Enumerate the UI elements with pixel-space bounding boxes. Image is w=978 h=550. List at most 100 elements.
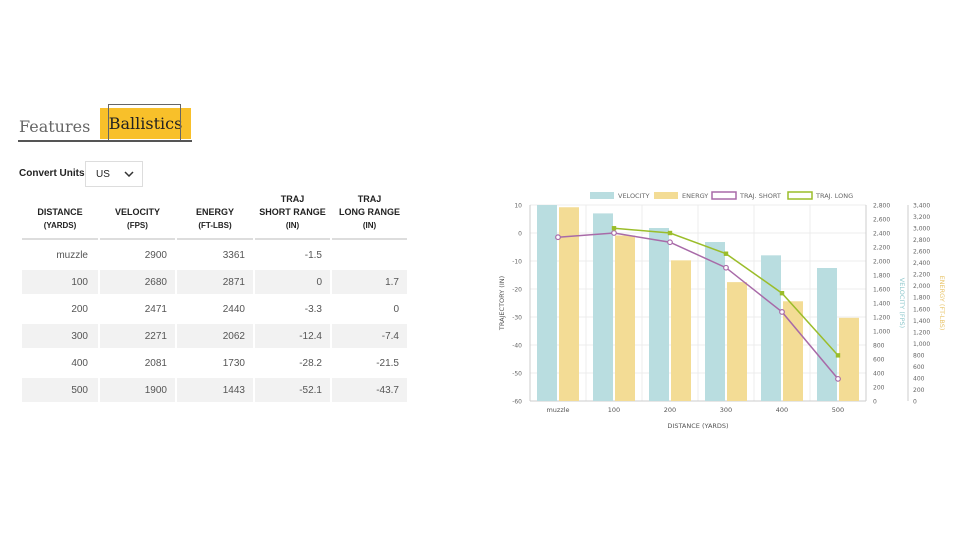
header-distance: DISTANCE (YARDS) <box>22 192 98 240</box>
cell-distance: 100 <box>22 267 98 294</box>
traj-long-point <box>779 291 785 296</box>
table-row: 400 2081 1730 -28.2 -21.5 <box>22 348 407 375</box>
velocity-tick-label: 400 <box>873 371 885 378</box>
velocity-tick-label: 600 <box>873 357 885 364</box>
velocity-tick-label: 200 <box>873 385 885 392</box>
velocity-tick-label: 2,600 <box>873 217 890 224</box>
x-tick-label: 200 <box>664 406 676 414</box>
energy-bar <box>727 282 747 401</box>
header-traj-long-title: TRAJ LONG RANGE <box>338 194 400 217</box>
energy-tick-label: 3,000 <box>913 226 930 233</box>
ballistics-chart: 10 0 -10 -20 -30 -40 -50 -60 2,800 2,600 2,400 2,20… <box>496 186 960 436</box>
trajectory-tick-label: 10 <box>514 203 522 210</box>
energy-tick-label: 2,400 <box>913 260 930 267</box>
chart-svg: 100-10-20-30-40-50-602,8002,6002,4002,20… <box>498 191 946 430</box>
traj-long-line <box>613 227 839 356</box>
cell-traj-short: -3.3 <box>255 294 330 321</box>
energy-tick-label: 2,600 <box>913 249 930 256</box>
cell-energy: 2440 <box>177 294 253 321</box>
header-velocity-unit: (FPS) <box>127 221 148 230</box>
tab-underline <box>18 140 192 142</box>
energy-bar <box>559 207 579 401</box>
traj-short-point <box>611 230 617 236</box>
energy-tick-label: 3,200 <box>913 214 930 221</box>
energy-tick-label: 600 <box>913 364 925 371</box>
cell-distance: 500 <box>22 375 98 402</box>
trajectory-tick-label: 0 <box>518 231 522 238</box>
ballistics-table: DISTANCE (YARDS) VELOCITY (FPS) ENERGY (FT-… <box>20 192 409 402</box>
cell-traj-long: -43.7 <box>332 375 407 402</box>
velocity-tick-label: 1,400 <box>873 301 890 308</box>
velocity-tick-label: 1,600 <box>873 287 890 294</box>
velocity-bar <box>761 255 781 401</box>
header-distance-unit: (YARDS) <box>43 221 77 230</box>
legend-label: ENERGY <box>682 192 708 200</box>
energy-bar <box>671 260 691 401</box>
legend-label: TRAJ. LONG <box>815 192 853 200</box>
header-traj-long: TRAJ LONG RANGE (IN) <box>332 192 407 240</box>
trajectory-tick-label: -60 <box>512 399 522 406</box>
energy-tick-label: 800 <box>913 352 925 359</box>
header-distance-title: DISTANCE <box>37 207 83 217</box>
header-velocity-title: VELOCITY <box>114 207 160 217</box>
header-traj-short-unit: (IN) <box>285 221 300 230</box>
velocity-tick-label: 1,800 <box>873 273 890 280</box>
energy-tick-label: 1,800 <box>913 295 930 302</box>
cell-distance: 200 <box>22 294 98 321</box>
cell-velocity: 2081 <box>100 348 175 375</box>
convert-units-label: Convert Units <box>19 168 85 179</box>
traj-short-point <box>779 309 785 315</box>
velocity-tick-label: 2,200 <box>873 245 890 252</box>
velocity-tick-label: 2,000 <box>873 259 890 266</box>
energy-tick-label: 1,000 <box>913 341 930 348</box>
tab-ballistics-label: Ballistics <box>108 114 183 133</box>
header-energy: ENERGY (FT-LBS) <box>177 192 253 240</box>
cell-energy: 1730 <box>177 348 253 375</box>
energy-bar <box>783 301 803 401</box>
cell-traj-short: -1.5 <box>255 240 330 267</box>
traj-short-line <box>557 232 839 380</box>
cell-traj-short: -28.2 <box>255 348 330 375</box>
energy-tick-label: 3,400 <box>913 203 930 210</box>
cell-distance: muzzle <box>22 240 98 267</box>
velocity-bar <box>649 228 669 401</box>
header-energy-title: ENERGY <box>195 207 234 217</box>
velocity-bar <box>593 213 613 401</box>
table-row: 500 1900 1443 -52.1 -43.7 <box>22 375 407 402</box>
cell-velocity: 1900 <box>100 375 175 402</box>
traj-long-point <box>723 251 729 256</box>
header-velocity: VELOCITY (FPS) <box>100 192 175 240</box>
header-traj-short: TRAJ SHORT RANGE (IN) <box>255 192 330 240</box>
energy-tick-label: 0 <box>913 399 917 406</box>
cell-velocity: 2900 <box>100 240 175 267</box>
cell-energy: 2062 <box>177 321 253 348</box>
header-traj-long-unit: (IN) <box>362 221 377 230</box>
energy-tick-label: 200 <box>913 387 925 394</box>
energy-tick-label: 2,200 <box>913 272 930 279</box>
x-tick-label: 100 <box>608 406 620 414</box>
velocity-tick-label: 2,400 <box>873 231 890 238</box>
cell-velocity: 2471 <box>100 294 175 321</box>
velocity-tick-label: 0 <box>873 399 877 406</box>
energy-tick-label: 2,000 <box>913 283 930 290</box>
header-energy-unit: (FT-LBS) <box>198 221 232 230</box>
tab-focus-outline <box>108 104 181 142</box>
tab-features[interactable]: Features <box>19 117 91 136</box>
units-select-value: US <box>96 169 110 180</box>
traj-long-point <box>667 230 673 236</box>
units-select[interactable]: US <box>85 161 143 187</box>
traj-short-point <box>667 239 673 246</box>
traj-long-point <box>611 226 617 231</box>
table-row: 200 2471 2440 -3.3 0 <box>22 294 407 321</box>
table-row: muzzle 2900 3361 -1.5 <box>22 240 407 267</box>
cell-traj-short: -12.4 <box>255 321 330 348</box>
cell-traj-long: 1.7 <box>332 267 407 294</box>
velocity-tick-label: 1,200 <box>873 315 890 322</box>
trajectory-tick-label: -50 <box>512 371 522 378</box>
trajectory-axis-title: TRAJECTORY (IN) <box>498 276 506 331</box>
tab-ballistics[interactable]: Ballistics <box>100 104 191 142</box>
velocity-bar <box>537 205 557 401</box>
traj-long-point <box>835 353 841 358</box>
x-tick-label: muzzle <box>546 406 569 414</box>
trajectory-tick-label: -40 <box>512 343 522 350</box>
